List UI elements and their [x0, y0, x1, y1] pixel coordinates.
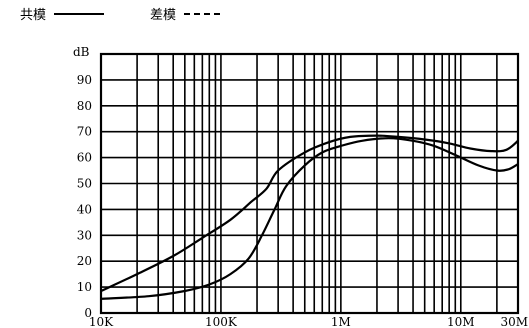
plot-frame — [99, 52, 520, 315]
y-tick-label: 10 — [77, 280, 92, 294]
plot-border — [99, 52, 520, 315]
series-lines — [100, 134, 519, 300]
y-tick-label: 90 — [77, 73, 92, 87]
y-tick-label: 60 — [77, 151, 92, 165]
grid — [101, 54, 518, 313]
x-tick-label: 10M — [447, 315, 475, 328]
y-tick-label: 40 — [77, 202, 92, 216]
y-tick-label: 0 — [84, 306, 92, 320]
x-tick-label: 100K — [205, 315, 238, 328]
series-line-1 — [100, 134, 519, 292]
legend-label-common-mode: 共模 — [20, 8, 46, 23]
x-tick-label: 30M — [500, 315, 528, 328]
y-tick-label: 70 — [77, 125, 92, 139]
y-tick-labels: 0 10 20 30 40 50 60 70 80 90 — [77, 73, 92, 320]
x-tick-labels: 10K 100K 1M 10M 30M — [89, 315, 528, 328]
legend: 共模 差模 — [20, 8, 224, 23]
y-tick-label: 50 — [77, 177, 92, 191]
x-tick-label: 10K — [89, 315, 114, 328]
y-tick-label: 20 — [77, 254, 92, 268]
legend-label-differential-mode: 差模 — [150, 8, 176, 23]
y-tick-label: 30 — [77, 228, 92, 242]
series-line-2 — [100, 137, 519, 300]
x-tick-label: 1M — [331, 315, 351, 328]
y-axis-unit-label: dB — [73, 45, 90, 59]
y-tick-label: 80 — [77, 99, 92, 113]
